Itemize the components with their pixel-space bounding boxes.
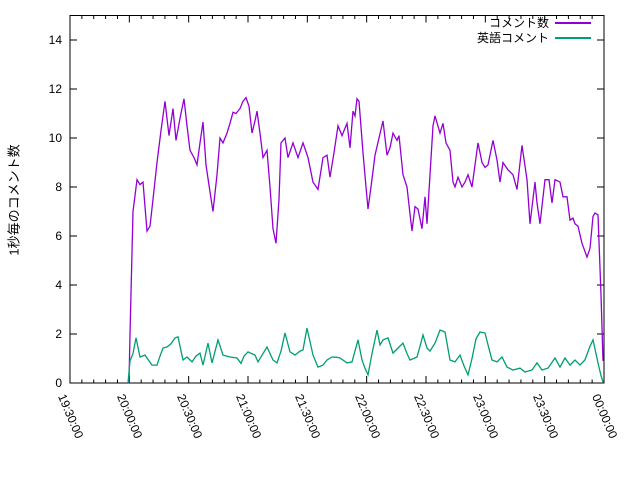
y-tick-label: 8: [55, 180, 62, 194]
axis-ticks: [69, 15, 605, 384]
y-axis-label: 1秒毎のコメント数: [6, 144, 22, 256]
legend-line-sample-english-comments: [555, 37, 591, 39]
y-tick-label: 2: [55, 327, 62, 341]
legend-row-english-comments: 英語コメント: [477, 31, 591, 45]
y-tick-label: 14: [48, 33, 62, 47]
legend-line-sample-comments: [555, 22, 591, 24]
y-tick-label: 12: [48, 82, 62, 96]
legend: コメント数 英語コメント: [477, 16, 591, 45]
legend-row-comments: コメント数: [477, 16, 591, 30]
y-tick-label: 0: [55, 376, 62, 390]
series-line-1: [127, 327, 604, 384]
legend-label-comments: コメント数: [488, 16, 549, 30]
y-tick-label: 4: [55, 278, 62, 292]
series-line-0: [128, 96, 604, 384]
plot-border: [69, 15, 605, 384]
legend-label-english-comments: 英語コメント: [476, 31, 549, 45]
y-tick-label: 10: [48, 131, 62, 145]
y-tick-label: 6: [55, 229, 62, 243]
